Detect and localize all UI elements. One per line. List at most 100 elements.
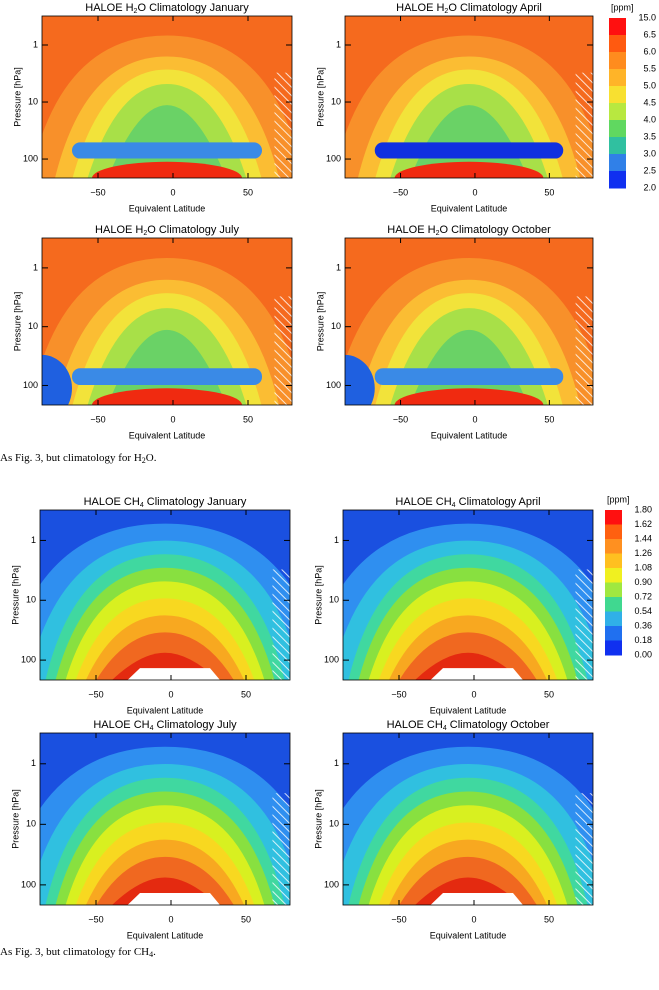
y-tick-label: 1 [336,39,341,49]
contour [345,354,375,405]
plot-frame [342,509,594,681]
x-tick-label: −50 [391,689,406,699]
contour [410,329,528,405]
y-axis-label: Pressure [hPa] [315,67,325,127]
x-tick-label: 50 [544,187,554,197]
contour [394,161,544,178]
plot-frame [342,732,594,906]
y-tick-label: 1 [33,39,38,49]
plot-frame [39,509,291,681]
colorbar-label: 1.26 [634,548,652,558]
title-text: O Climatology July [147,224,239,236]
x-tick-label: −50 [88,914,103,924]
y-tick-label: 100 [326,380,341,390]
title-text: Climatology October [447,719,550,731]
caption: As Fig. 3, but climatology for CH4. [0,946,156,959]
panel: HALOE H2O Climatology April −50 0 50 1 10 100 E… [315,2,594,213]
x-tick-label: 50 [241,914,251,924]
y-tick-label: 10 [28,96,38,106]
y-tick-label: 100 [23,153,38,163]
colorbar-swatch [609,69,626,87]
x-axis-label: Equivalent Latitude [431,430,508,440]
colorbar-label: 5.5 [643,63,656,73]
y-axis-label: Pressure [hPa] [12,292,22,352]
hatched-region [272,793,290,905]
x-tick-label: 0 [170,414,175,424]
title-subscript: 2 [143,230,147,237]
colorbar-label: 4.5 [643,97,656,107]
panel: HALOE CH4 Climatology October −50 0 50 1 10 10… [313,719,594,940]
missing-data [430,668,523,680]
missing-data [430,892,523,905]
x-tick-label: 0 [168,914,173,924]
hatched-region [274,72,292,178]
contour-field [40,510,290,680]
title-text: HALOE H [396,2,444,14]
x-axis-label: Equivalent Latitude [430,705,507,715]
x-axis-label: Equivalent Latitude [129,430,206,440]
panel: HALOE CH4 Climatology April −50 0 50 1 10 100 E… [313,496,594,715]
title-text: Climatology April [456,496,541,508]
y-axis-label: Pressure [hPa] [315,292,325,352]
colorbar-label: 1.44 [634,533,652,543]
x-tick-label: 0 [472,187,477,197]
x-tick-label: −50 [90,414,105,424]
y-tick-label: 100 [21,879,36,889]
x-tick-label: −50 [393,187,408,197]
plot-frame [41,237,293,406]
y-axis-label: Pressure [hPa] [313,789,323,849]
x-tick-label: 0 [471,914,476,924]
hatched-region [274,296,292,405]
y-tick-label: 10 [329,595,339,605]
colorbar-swatch [605,510,622,525]
contour [394,388,544,405]
hatched-region [575,72,593,178]
title-text: HALOE H [85,2,133,14]
colorbar-label: 6.0 [643,46,656,56]
panel: HALOE H2O Climatology July −50 0 50 1 10 100 Eq… [12,224,293,440]
colorbar-label: 1.62 [634,519,652,529]
hatched-region [272,569,290,680]
title-text: HALOE CH [84,496,140,508]
panel: HALOE CH4 Climatology July −50 0 50 1 10 100 Eq… [10,719,291,940]
hatched-region [575,569,593,680]
x-axis-label: Equivalent Latitude [127,930,204,940]
y-tick-label: 1 [334,535,339,545]
caption-subscript: 2 [142,456,146,465]
colorbar-label: 0.00 [634,649,652,659]
contour-field [345,16,593,178]
colorbar-swatch [605,626,622,641]
figure: HALOE H2O Climatology January−50 0 5011010… [0,2,656,465]
x-tick-label: −50 [393,414,408,424]
y-tick-label: 10 [329,819,339,829]
contour-field [345,238,593,405]
title-subscript: 2 [444,8,448,15]
hatched-region [575,793,593,905]
colorbar-swatch [605,539,622,554]
colorbar-label: 0.72 [634,591,652,601]
y-tick-label: 10 [26,819,36,829]
x-axis-label: Equivalent Latitude [431,203,508,213]
contour-field [42,238,292,405]
colorbar-swatch [605,568,622,583]
title-text: HALOE CH [387,719,443,731]
panel-title: HALOE CH4 Climatology October [387,719,550,732]
contour-field [40,733,290,905]
title-subscript: 4 [443,725,447,732]
caption-subscript: 4 [149,950,153,959]
title-text: Climatology July [154,719,238,731]
colorbar-unit: [ppm] [607,494,630,504]
colorbar-swatch [609,120,626,138]
x-tick-label: 50 [241,689,251,699]
colorbar-label: 0.54 [634,606,652,616]
panel-title: HALOE H2O Climatology July [95,224,239,237]
contour [374,368,564,385]
caption-text: As Fig. 3, but climatology for CH [0,946,149,958]
x-tick-label: 50 [243,187,253,197]
y-axis-label: Pressure [hPa] [12,67,22,127]
y-axis-label: Pressure [hPa] [10,789,20,849]
colorbar-label: 1.80 [634,504,652,514]
title-subscript: 4 [452,502,456,509]
y-tick-label: 10 [331,321,341,331]
x-tick-label: 50 [544,914,554,924]
